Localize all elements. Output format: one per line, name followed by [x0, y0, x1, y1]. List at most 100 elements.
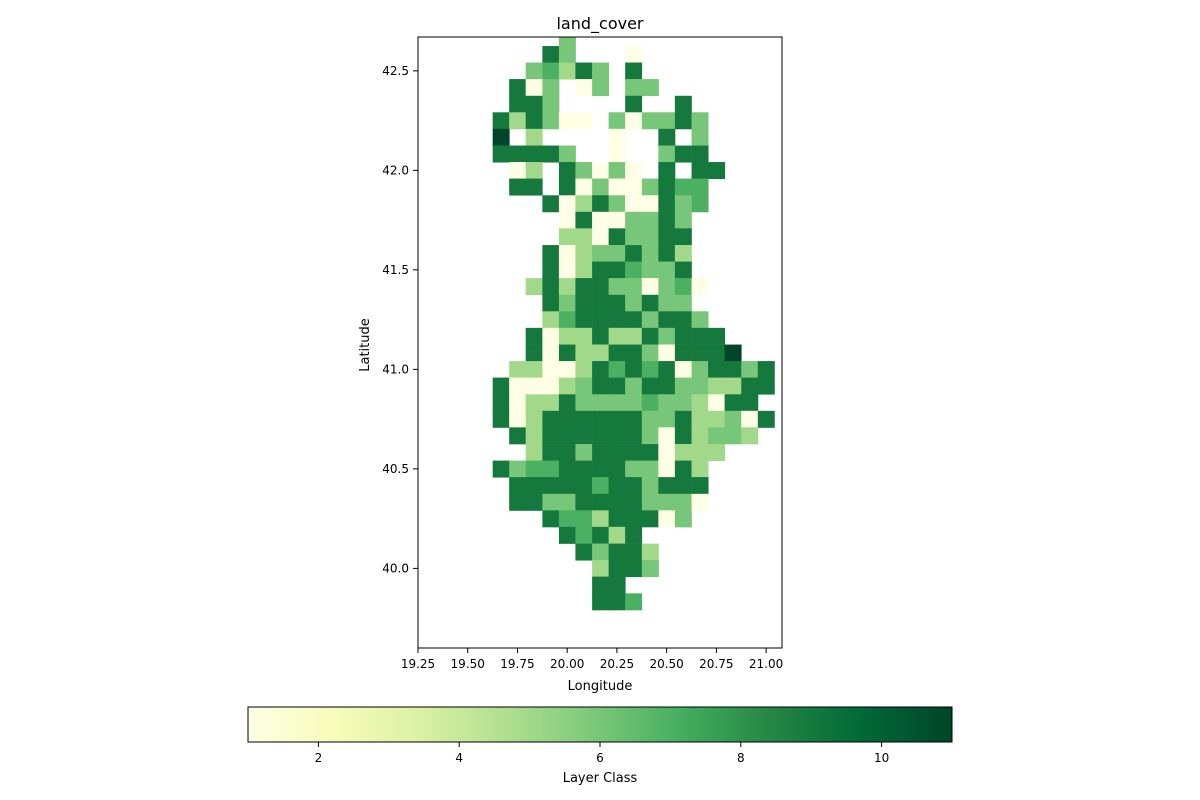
heatmap-cell — [575, 211, 593, 229]
heatmap-cell — [641, 394, 659, 412]
heatmap-cell — [691, 493, 709, 511]
y-tick-label: 42.5 — [382, 64, 409, 78]
heatmap-cell — [674, 278, 692, 296]
heatmap-cell — [592, 543, 610, 561]
heatmap-cell — [641, 245, 659, 263]
heatmap-cell — [625, 327, 643, 345]
heatmap-cell — [658, 112, 676, 130]
heatmap-cell — [674, 228, 692, 246]
heatmap-cell — [558, 162, 576, 180]
heatmap-cell — [509, 394, 527, 412]
heatmap-cell — [592, 228, 610, 246]
heatmap-cell — [558, 427, 576, 445]
heatmap-cell — [691, 344, 709, 362]
heatmap-cell — [641, 327, 659, 345]
heatmap-cell — [608, 128, 626, 146]
heatmap-cell — [625, 394, 643, 412]
heatmap-cell — [608, 294, 626, 312]
heatmap-cell — [674, 294, 692, 312]
heatmap-cell — [625, 178, 643, 196]
heatmap-cell — [509, 95, 527, 113]
heatmap-cell — [592, 493, 610, 511]
heatmap-cell — [608, 344, 626, 362]
heatmap-cell — [592, 195, 610, 213]
heatmap-cell — [691, 162, 709, 180]
heatmap-cell — [641, 477, 659, 495]
heatmap-cell — [542, 195, 560, 213]
heatmap-cell — [592, 510, 610, 528]
heatmap-cell — [558, 510, 576, 528]
colorbar-tick-label: 8 — [737, 751, 745, 765]
heatmap-cell — [724, 377, 742, 395]
heatmap-cell — [625, 410, 643, 428]
heatmap-cell — [542, 79, 560, 97]
heatmap-cell — [558, 37, 576, 47]
heatmap-cell — [592, 394, 610, 412]
heatmap-cell — [492, 128, 510, 146]
heatmap-cell — [558, 211, 576, 229]
heatmap-cell — [691, 410, 709, 428]
heatmap-cell — [525, 361, 543, 379]
heatmap-cell — [608, 112, 626, 130]
heatmap-cell — [492, 410, 510, 428]
colorbar-tick-label: 10 — [874, 751, 889, 765]
heatmap-cell — [525, 477, 543, 495]
heatmap-cell — [592, 361, 610, 379]
heatmap-cell — [509, 493, 527, 511]
heatmap-cell — [625, 493, 643, 511]
heatmap-cell — [509, 460, 527, 478]
heatmap-cell — [542, 112, 560, 130]
heatmap-cell — [575, 162, 593, 180]
heatmap-cell — [674, 427, 692, 445]
heatmap-cell — [724, 410, 742, 428]
heatmap-cell — [674, 394, 692, 412]
heatmap-cell — [575, 261, 593, 279]
heatmap-cell — [608, 493, 626, 511]
heatmap-cell — [625, 444, 643, 462]
heatmap-cell — [525, 62, 543, 80]
x-tick-label: 19.50 — [451, 657, 485, 671]
y-tick-label: 42.0 — [382, 163, 409, 177]
heatmap-cell — [641, 410, 659, 428]
heatmap-cell — [658, 311, 676, 329]
heatmap-cell — [558, 460, 576, 478]
heatmap-cell — [674, 178, 692, 196]
heatmap-cell — [674, 377, 692, 395]
heatmap-cell — [558, 178, 576, 196]
heatmap-cell — [625, 261, 643, 279]
heatmap-cell — [558, 145, 576, 163]
heatmap-cell — [641, 228, 659, 246]
heatmap-cell — [592, 311, 610, 329]
heatmap-cell — [608, 576, 626, 594]
heatmap-cell — [674, 195, 692, 213]
heatmap-cell — [691, 112, 709, 130]
heatmap-cell — [558, 195, 576, 213]
heatmap-cell — [625, 593, 643, 611]
heatmap-cell — [674, 95, 692, 113]
heatmap-cell — [592, 178, 610, 196]
heatmap-cell — [575, 344, 593, 362]
heatmap-cell — [575, 410, 593, 428]
heatmap-cell — [641, 278, 659, 296]
heatmap-cell — [625, 79, 643, 97]
heatmap-cell — [625, 460, 643, 478]
heatmap-cell — [658, 327, 676, 345]
x-tick-label: 20.50 — [649, 657, 683, 671]
heatmap-cell — [608, 245, 626, 263]
heatmap-cell — [625, 278, 643, 296]
x-tick-label: 20.25 — [600, 657, 634, 671]
heatmap-cell — [625, 543, 643, 561]
heatmap-cell — [592, 261, 610, 279]
heatmap-cell — [674, 344, 692, 362]
heatmap-cell — [525, 145, 543, 163]
heatmap-cell — [658, 211, 676, 229]
heatmap-cell — [625, 526, 643, 544]
heatmap-cell — [625, 112, 643, 130]
heatmap-cell — [757, 377, 775, 395]
heatmap-cell — [509, 145, 527, 163]
heatmap-cell — [691, 128, 709, 146]
heatmap-cell — [625, 162, 643, 180]
heatmap-cell — [641, 344, 659, 362]
heatmap-cell — [625, 195, 643, 213]
heatmap-cell — [658, 444, 676, 462]
